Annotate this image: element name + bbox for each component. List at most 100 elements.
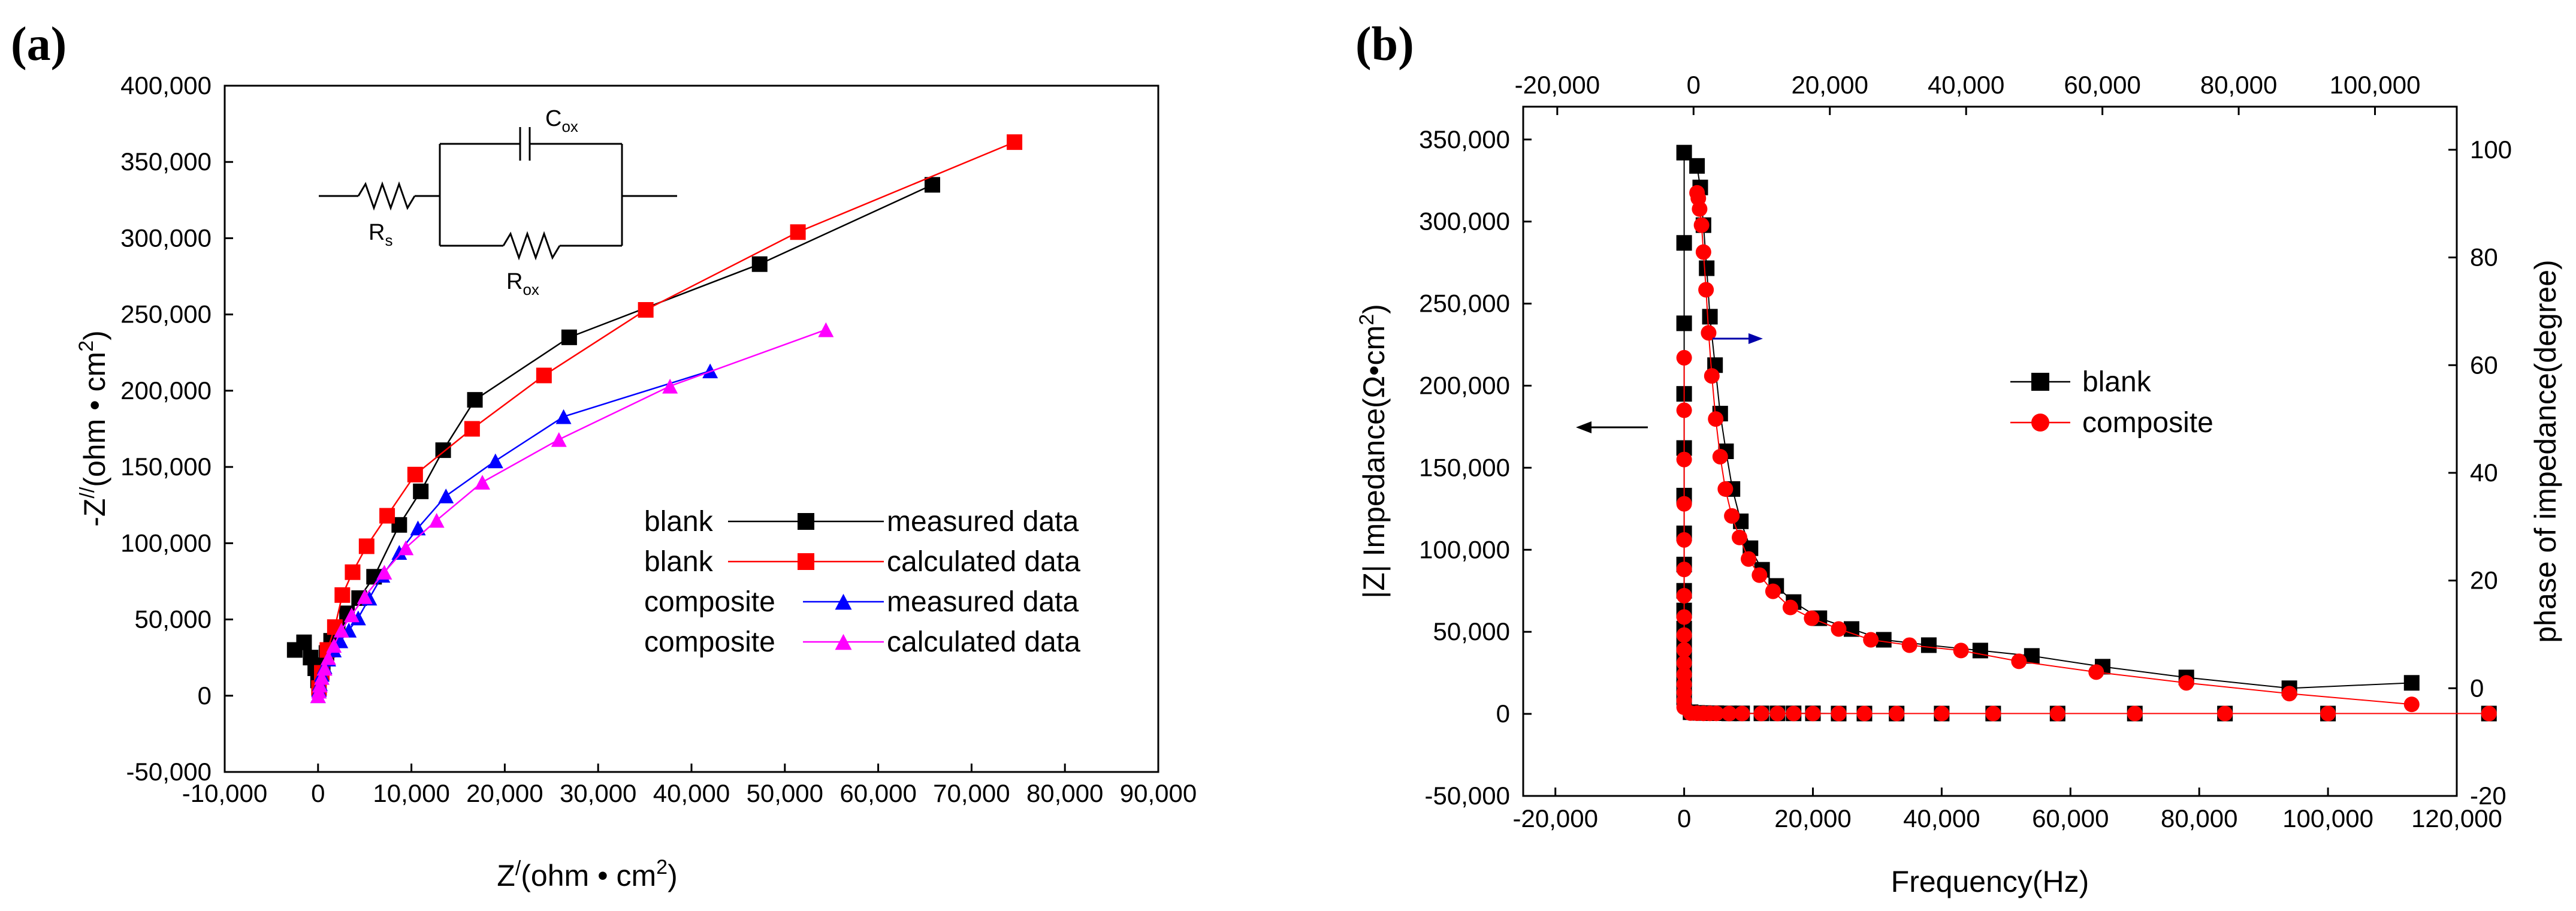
panel-a-x-ticks: -10,000 0 10,000 20,000 30,000 40,000 50,000 60… [182, 764, 1197, 807]
data-point [1753, 705, 1769, 722]
top-x-tick-label: 40,000 [1928, 71, 2004, 99]
data-point [1692, 201, 1708, 217]
y-tick-label: 50,000 [135, 605, 212, 634]
data-point [1934, 705, 1950, 722]
top-x-tick-label: 80,000 [2200, 71, 2277, 99]
data-point [1751, 567, 1768, 583]
data-point [536, 367, 552, 384]
data-point [1676, 496, 1692, 512]
top-x-tick-label: 100,000 [2330, 71, 2421, 99]
data-point [343, 607, 360, 623]
y-tick-label: 0 [1496, 699, 1510, 728]
y-tick-label: 200,000 [120, 376, 212, 405]
data-point [312, 677, 328, 693]
panel-b-x-ticks: -20,000 0 20,000 40,000 60,000 80,000 100,000 1… [1512, 788, 2502, 832]
data-point [475, 475, 491, 490]
legend-label-left: composite [644, 626, 775, 658]
panel-b-plot-frame [1522, 105, 2458, 797]
x-tick-label: -20,000 [1512, 804, 1597, 832]
series-line [1696, 192, 2412, 705]
y-tick-label: 100,000 [120, 529, 212, 557]
data-point [1699, 260, 1715, 276]
data-point [316, 660, 333, 676]
y-tick-label: -50,000 [1425, 782, 1510, 810]
data-point [1920, 637, 1937, 653]
data-point [1732, 529, 1748, 545]
y-tick-label: 350,000 [1419, 125, 1510, 153]
panel-a-tag: (a) [11, 18, 67, 71]
legend-marker [798, 553, 814, 570]
left-axis-arrow [1576, 421, 1648, 433]
data-point [334, 587, 351, 603]
x-tick-label: 40,000 [1903, 804, 1980, 832]
legend-label-left: blank [644, 506, 714, 538]
panel-b-top-x-ticks: -20,000 0 20,000 40,000 60,000 80,000 100,000 [1515, 71, 2421, 115]
data-point [1693, 217, 1710, 233]
top-x-tick-label: -20,000 [1515, 71, 1600, 99]
legend-label-left: blank [644, 546, 714, 578]
panel-a-y-axis-title: -Z//(ohm • cm2) [75, 330, 111, 527]
circuit-label-cox: Cox [545, 106, 578, 135]
y-tick-label: 300,000 [120, 224, 212, 252]
resistor-rs-zigzag [357, 181, 416, 211]
y2-tick-label: 80 [2470, 243, 2498, 272]
data-point [1889, 705, 1905, 722]
data-point [2403, 675, 2420, 691]
data-point [1741, 551, 1757, 567]
x-tick-label: 20,000 [466, 779, 543, 807]
data-point [551, 432, 567, 447]
data-point [2011, 653, 2027, 669]
data-point [1985, 705, 2001, 722]
x-tick-label: -10,000 [182, 779, 267, 807]
data-point [2088, 664, 2104, 680]
x-tick-label: 120,000 [2411, 804, 2502, 832]
panel-b-legend: blank composite [2010, 366, 2213, 439]
x-tick-label: 70,000 [933, 779, 1010, 807]
data-point [1708, 705, 1725, 722]
data-point [818, 322, 834, 337]
data-point [2403, 696, 2420, 713]
data-point [1676, 562, 1692, 578]
panel-a-y-ticks: -50,000 0 50,000 100,000 150,000 200,000 250,0… [120, 71, 233, 786]
series-line [1696, 165, 2412, 689]
y2-tick-label: 20 [2470, 566, 2498, 595]
data-point [407, 466, 423, 482]
data-point [1856, 705, 1873, 722]
data-point [314, 669, 330, 685]
legend-label-right: calculated data [887, 546, 1080, 578]
data-point [1676, 451, 1692, 467]
series-blank-phase [1689, 158, 2420, 696]
data-point [1769, 705, 1786, 722]
x-tick-label: 60,000 [2032, 804, 2109, 832]
data-point [662, 378, 678, 394]
legend-label: composite [2082, 407, 2213, 439]
data-point [1676, 144, 1692, 161]
data-point [555, 409, 572, 424]
circuit-label-rs: Rs [369, 220, 392, 249]
data-point [1717, 481, 1734, 497]
data-point [1676, 315, 1692, 331]
data-point [1676, 402, 1692, 418]
series-composite-calculated-data [310, 322, 834, 704]
data-point [326, 638, 342, 653]
y2-tick-label: 100 [2470, 135, 2512, 164]
legend-label-right: measured data [887, 506, 1079, 538]
data-point [1804, 610, 1820, 626]
data-point [1676, 587, 1692, 604]
data-point [357, 589, 373, 604]
x-tick-label: 60,000 [839, 779, 916, 807]
legend-label-right: calculated data [887, 626, 1080, 658]
panel-a-series [286, 134, 1023, 704]
data-point [1765, 583, 1781, 599]
data-point [561, 329, 577, 345]
data-point [1689, 158, 1705, 174]
data-point [410, 520, 426, 536]
data-point [1831, 705, 1847, 722]
panel-b: (b) -20,000 0 20,000 40,000 60,000 80,000 100,… [1355, 18, 2562, 898]
x-tick-label: 50,000 [747, 779, 823, 807]
data-point [638, 302, 654, 318]
data-point [376, 565, 392, 580]
panel-b-x-axis-title: Frequency(Hz) [1891, 865, 2089, 898]
legend-label-left: composite [644, 586, 775, 618]
y-tick-label: 400,000 [120, 71, 212, 99]
